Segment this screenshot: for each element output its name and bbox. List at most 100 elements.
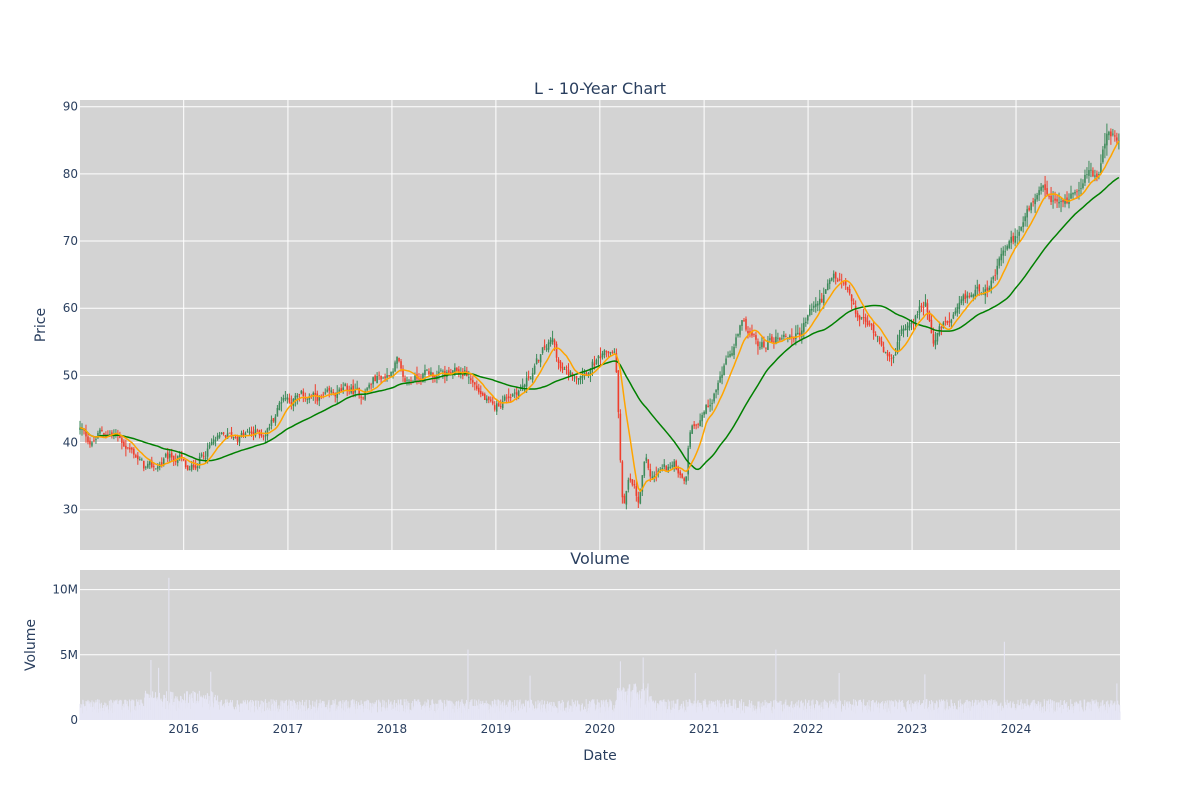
volume-bar [558,712,560,720]
volume-bar [799,707,801,720]
candle-body [637,496,640,503]
volume-bar [390,701,392,720]
volume-bar [950,699,952,720]
candle-body [342,387,345,391]
candle-body [954,311,957,314]
volume-bar [318,710,320,720]
candle-body [196,466,199,468]
volume-bar [284,700,286,720]
candle-body [501,401,504,409]
candle-body [707,405,709,408]
volume-bar [556,707,558,720]
volume-bar [611,710,613,720]
volume-bar [595,708,597,720]
volume-bar [617,688,619,720]
volume-bar [718,703,720,720]
candle-body [906,325,909,331]
candle-body [808,309,811,316]
candle-body [920,305,923,308]
volume-bar [494,712,496,720]
volume-bar [920,703,922,720]
candle-body [557,359,560,363]
volume-bar [847,703,849,720]
candle-body [1032,201,1034,203]
candle-body [242,432,245,436]
volume-bar [95,700,97,720]
volume-bar [1092,701,1094,720]
candle-body [390,371,392,378]
candle-body [326,389,329,392]
candle-body [97,433,99,439]
volume-y-tick-label: 0 [70,713,78,727]
candle-body [468,377,470,379]
volume-bar [925,699,927,720]
candle-body [354,389,356,393]
volume-bar [962,712,964,720]
candle-body [1030,203,1032,211]
volume-bar [506,707,508,720]
volume-bar [914,701,916,720]
volume-bar [589,700,591,720]
candle-body [224,435,227,438]
volume-bar [669,710,671,720]
candle-body [573,377,576,379]
candle-body [812,305,815,308]
candle-body [1060,201,1062,202]
candle-body [1042,185,1044,188]
volume-bar [946,702,948,720]
volume-bar [708,700,710,720]
volume-bar [574,700,576,720]
candle-body [1000,253,1003,261]
candle-body [874,334,877,336]
volume-bar [867,712,869,720]
candle-body [699,420,701,427]
volume-bar [579,711,581,720]
volume-bar [384,709,386,720]
volume-bar [372,708,374,720]
volume-bar [639,698,641,720]
candle-body [868,323,871,325]
volume-bar [627,691,629,720]
candle-body [892,356,895,358]
volume-bar [118,700,120,720]
candle-body [585,373,588,375]
volume-bar [879,712,881,720]
volume-bar [140,699,142,720]
candle-body [779,337,781,341]
candle-body [693,424,695,427]
volume-bar [406,709,408,720]
candle-body [848,288,851,294]
volume-bar [967,701,969,720]
volume-bar [564,710,566,720]
volume-bar [745,706,747,720]
volume-bar [282,709,284,720]
volume-bar [163,694,165,720]
candle-body [1046,188,1048,195]
candle-body [810,308,813,311]
volume-bar [166,691,168,720]
volume-bar [561,699,563,720]
volume-bar [352,706,354,720]
volume-bar [525,700,527,720]
volume-bar [603,701,605,720]
candle-body [336,391,339,398]
volume-bar [793,704,795,720]
volume-bar [1100,702,1102,720]
volume-bar [177,699,179,720]
candle-body [755,335,757,340]
volume-bar [687,706,689,720]
candle-body [430,371,432,376]
candle-body [99,429,101,434]
candle-body [545,348,548,350]
candle-body [85,431,87,437]
volume-bar [996,712,998,720]
volume-bar [994,701,996,720]
volume-bar [1052,709,1054,720]
candle-body [282,397,285,401]
volume-bar [776,704,778,720]
volume-bar [591,699,593,720]
volume-bar [831,701,833,720]
volume-bar [469,701,471,720]
candle-body [440,370,442,372]
volume-bar [872,700,874,720]
